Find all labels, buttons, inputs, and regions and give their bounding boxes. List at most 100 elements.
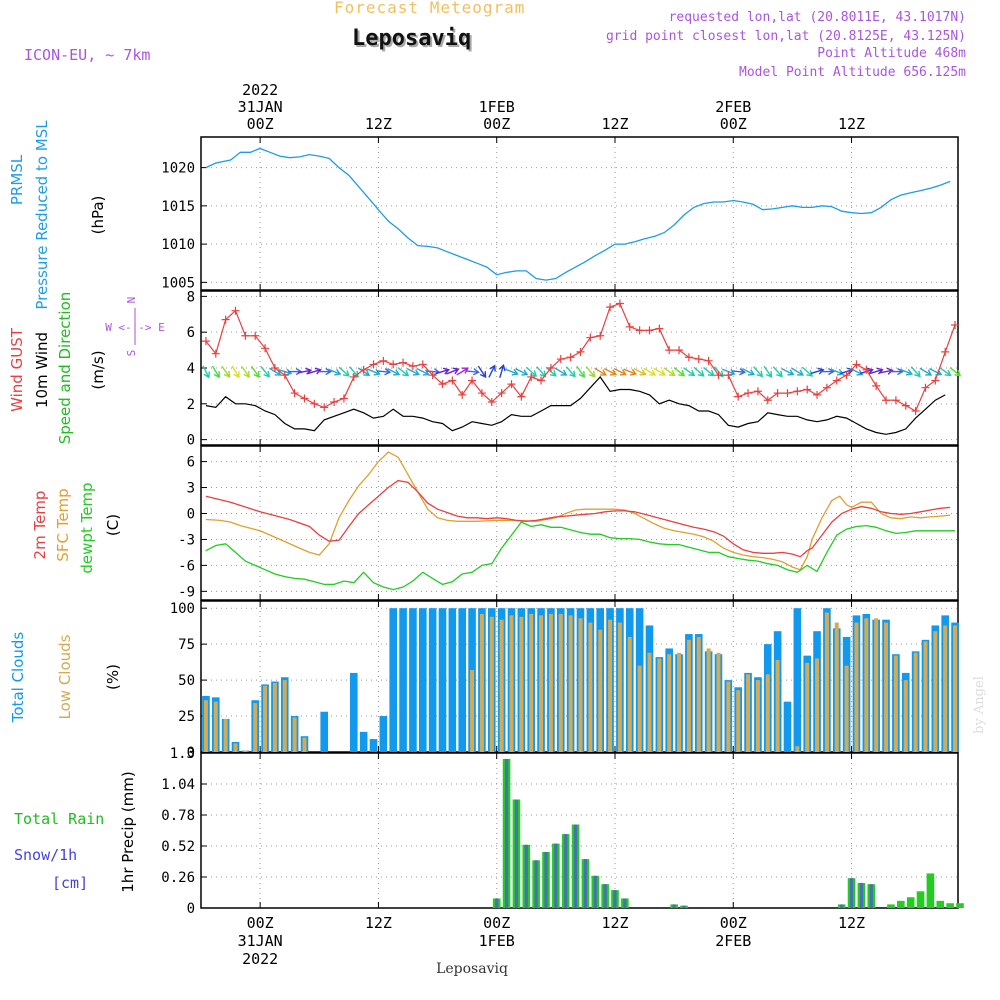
footer-location: Leposaviq <box>436 961 508 977</box>
low-cloud-bar <box>795 746 800 752</box>
wind-arrow-head <box>530 370 538 377</box>
total-cloud-bar <box>399 608 407 752</box>
low-cloud-bar <box>864 618 869 752</box>
low-cloud-bar <box>824 612 829 752</box>
top-time-label: 1FEB <box>479 98 515 116</box>
wind-arrow-head <box>213 371 220 379</box>
y-tick-label: 75 <box>178 637 195 653</box>
wind-arrow <box>260 366 270 378</box>
snow-bar <box>593 875 597 908</box>
wind-arrow <box>781 368 794 376</box>
snow-label: Snow/1h <box>14 846 77 864</box>
low-cloud-bar <box>903 680 908 752</box>
gust-marker <box>231 306 240 315</box>
gust-marker <box>951 321 960 330</box>
wind-arrow <box>613 368 627 376</box>
low-cloud-bar <box>539 615 544 752</box>
wind-arrow <box>653 367 666 376</box>
y-tick-label: 25 <box>178 709 195 725</box>
gust-marker <box>290 389 299 398</box>
wind-arrow <box>663 367 675 376</box>
low-cloud-bar <box>647 652 652 752</box>
wind-arrow-head <box>954 369 962 377</box>
gust-marker <box>675 346 684 355</box>
low-cloud-bar <box>568 615 573 752</box>
bottom-time-label: 2022 <box>242 950 278 968</box>
wind-arrow <box>585 366 595 378</box>
wind-arrow-head <box>828 367 835 376</box>
wind-arrow <box>456 367 469 376</box>
top-time-label: 00Z <box>483 115 510 133</box>
wind-arrow <box>554 367 567 376</box>
wind-arrow-head <box>263 370 270 378</box>
wind-arrow <box>241 365 250 378</box>
wind-arrow <box>477 365 487 378</box>
compass-north: N <box>125 297 138 304</box>
wind-arrow <box>763 365 773 378</box>
total-cloud-bar <box>458 608 467 752</box>
y-tick-label: 1015 <box>161 199 195 215</box>
low-cloud-bar <box>854 622 859 752</box>
low-cloud-bar <box>844 665 849 752</box>
wind-arrow <box>202 365 210 378</box>
wind-arrow-head <box>203 371 210 379</box>
gust-marker <box>931 376 940 385</box>
low-cloud-bar <box>686 639 691 752</box>
panel-wind: 0 2 4 6 8 <box>187 289 959 449</box>
low-cloud-bar <box>233 743 238 752</box>
wind-arrow-head <box>560 369 568 376</box>
gust-marker <box>596 331 605 340</box>
low-cloud-bar <box>943 625 948 752</box>
low-cloud-bar <box>726 681 731 752</box>
wind-arrow-head <box>836 368 845 376</box>
low-cloud-bar <box>509 615 514 752</box>
low-cloud-bar <box>746 674 751 752</box>
snow-bar <box>849 878 854 908</box>
top-time-label: 00Z <box>720 115 747 133</box>
wind-arrow <box>525 366 537 377</box>
wind-arrow-head <box>442 367 451 375</box>
total-cloud-bar <box>359 731 368 752</box>
low-cloud-bar <box>667 654 672 752</box>
rain-bar <box>946 903 954 908</box>
wind-arrow <box>810 369 824 375</box>
top-time-label: 31JAN <box>238 98 283 116</box>
wind-arrow <box>338 366 350 377</box>
gust-marker <box>408 362 417 371</box>
wind-arrow <box>899 368 913 375</box>
gust-marker <box>813 390 822 399</box>
wind-arrow-head <box>905 368 914 376</box>
low-cloud-bar <box>696 636 701 752</box>
gust-marker <box>389 360 398 369</box>
wind-arrow-head <box>856 369 864 376</box>
gust-marker <box>280 371 289 380</box>
low-cloud-bar <box>213 701 218 752</box>
gust-marker <box>576 347 585 356</box>
gust-marker <box>497 389 506 398</box>
wind-arrow <box>919 367 932 376</box>
gust-marker <box>339 394 348 403</box>
wind-arrow-head <box>253 371 260 379</box>
wind-arrow <box>367 368 380 375</box>
y-tick-label: 0 <box>187 745 195 761</box>
low-cloud-bar <box>608 619 613 752</box>
snow-bar <box>603 884 607 908</box>
gust-marker <box>941 347 950 356</box>
y-tick-label: -6 <box>178 558 195 574</box>
temp-2m-label: 2m Temp <box>31 491 49 560</box>
wind-arrow-head <box>274 369 282 376</box>
gust-marker <box>773 389 782 398</box>
wind-arrow-head <box>866 367 874 375</box>
low-cloud-bar <box>657 658 662 752</box>
model-name: ICON-EU, ~ 7km <box>24 46 151 64</box>
top-time-label: 00Z <box>247 115 274 133</box>
speed-direction-label: Speed and Direction <box>56 292 74 445</box>
wind-arrow-head <box>578 371 585 379</box>
low-cloud-bar <box>913 652 918 752</box>
snow-bar <box>623 898 627 908</box>
total-cloud-bar <box>783 701 792 752</box>
rain-bar <box>897 900 905 908</box>
wind-arrow <box>436 369 449 375</box>
wind-arrow-head <box>402 369 410 377</box>
